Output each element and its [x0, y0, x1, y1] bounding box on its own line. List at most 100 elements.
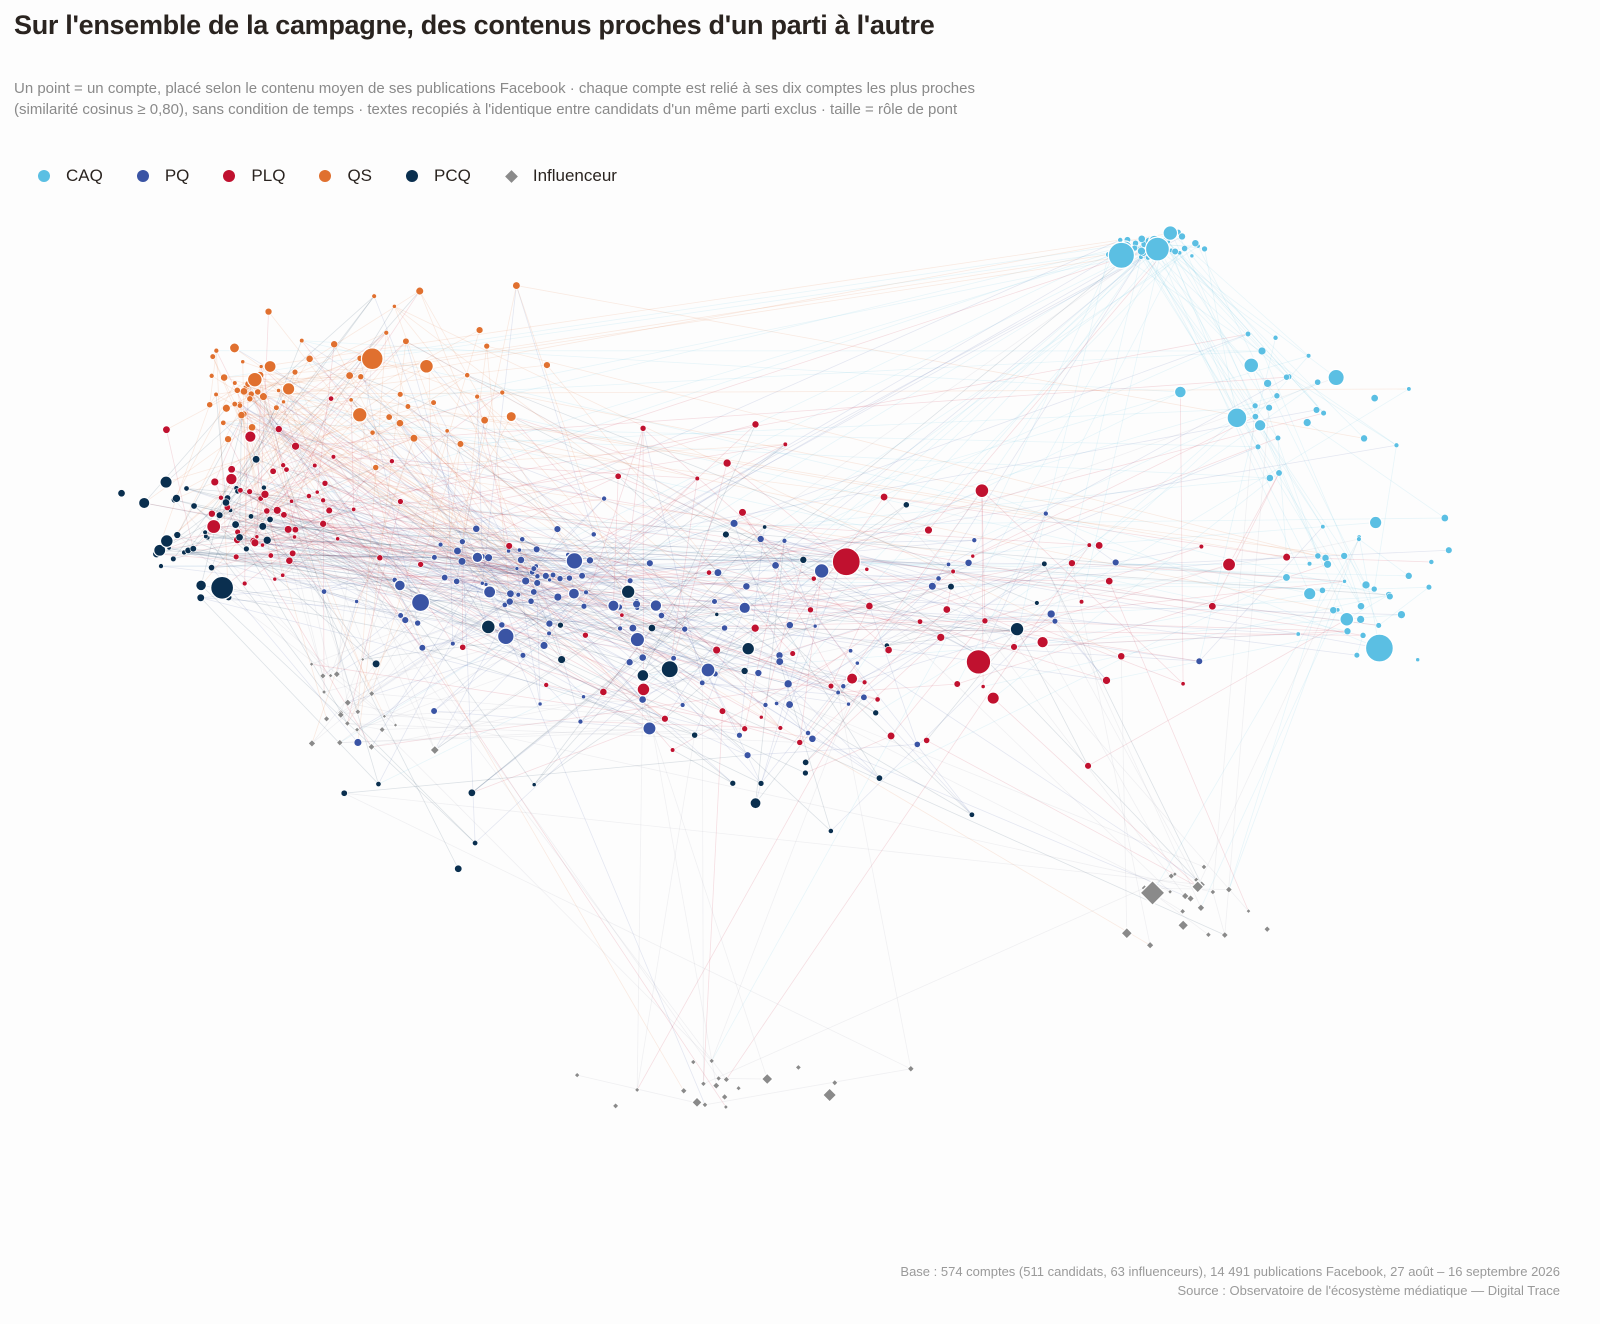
network-edge: [779, 661, 832, 832]
network-edge: [583, 428, 644, 607]
network-edge: [559, 236, 1183, 579]
node-plq: [351, 506, 357, 512]
node-plq: [289, 498, 294, 504]
network-edge: [371, 550, 509, 694]
node-pq: [533, 579, 541, 587]
network-edge: [165, 295, 375, 483]
node-qs: [281, 399, 286, 405]
node-plq: [807, 606, 814, 614]
node-pq: [785, 621, 794, 629]
network-edge: [521, 559, 575, 562]
network-edge: [254, 379, 1046, 514]
node-plq: [291, 526, 299, 534]
node-pcq: [454, 864, 463, 873]
network-edge: [288, 560, 324, 677]
network-edge: [289, 560, 511, 595]
network-edge: [787, 683, 880, 779]
network-edge: [236, 390, 276, 580]
network-edge: [501, 624, 723, 712]
node-pq: [848, 648, 854, 654]
node-pq: [506, 589, 515, 598]
node-caq: [1314, 552, 1322, 560]
legend-marker-caq: [38, 170, 50, 182]
network-edge: [508, 550, 643, 700]
network-edge: [1255, 355, 1309, 417]
network-edge: [174, 499, 538, 577]
network-edge: [548, 478, 698, 634]
node-pcq: [531, 782, 537, 788]
node-plq: [210, 477, 219, 487]
network-edge: [294, 536, 586, 636]
network-edge: [1212, 405, 1256, 893]
node-qs: [213, 347, 220, 354]
network-edge: [347, 416, 512, 724]
network-edge: [981, 490, 986, 621]
network-edge: [805, 735, 892, 774]
node-pcq: [153, 543, 167, 557]
network-edge: [1108, 580, 1249, 912]
network-edge: [789, 586, 952, 705]
network-edge: [1171, 233, 1256, 406]
node-plq: [312, 462, 318, 469]
network-edge: [219, 514, 380, 559]
network-edge: [1197, 245, 1367, 586]
node-caq: [1137, 234, 1146, 243]
node-plq: [267, 552, 274, 559]
network-edge: [420, 564, 644, 690]
network-edge: [286, 469, 1364, 636]
network-edge: [371, 678, 853, 748]
network-edge: [724, 248, 1158, 629]
network-edge: [237, 531, 762, 784]
network-edge: [974, 381, 1318, 541]
node-pcq: [170, 555, 177, 563]
node-plq: [260, 490, 270, 499]
network-edge: [174, 499, 331, 676]
network-edge: [379, 557, 747, 587]
node-plq: [718, 707, 727, 715]
network-edge: [174, 382, 236, 501]
network-edge: [239, 415, 242, 538]
network-edge: [838, 570, 1171, 893]
network-edge: [216, 253, 1144, 395]
network-edge: [316, 344, 335, 493]
node-caq: [1181, 245, 1189, 252]
node-influenceur: [1200, 863, 1208, 871]
network-edge: [714, 601, 780, 656]
legend-label-caq: CAQ: [66, 166, 103, 185]
network-edge: [957, 563, 1328, 685]
network-edge: [420, 443, 461, 565]
node-caq: [1189, 253, 1195, 259]
node-plq: [319, 520, 327, 528]
node-plq: [694, 475, 700, 482]
network-edge: [278, 252, 1151, 430]
network-edge: [231, 468, 561, 579]
network-edge: [324, 482, 587, 593]
node-pcq: [875, 774, 883, 782]
node-caq: [1342, 579, 1347, 584]
node-influenceur: [735, 1085, 742, 1092]
network-edge: [213, 526, 583, 577]
node-pq: [441, 573, 449, 582]
network-edge: [205, 531, 561, 626]
node-plq: [782, 441, 788, 447]
node-plq: [706, 569, 712, 576]
network-edge: [250, 515, 585, 607]
network-edge: [373, 296, 491, 594]
network-edge: [250, 332, 387, 437]
node-pq: [472, 524, 481, 533]
node-influenceur: [795, 1064, 802, 1071]
node-pq: [517, 556, 525, 564]
node-pq: [471, 551, 484, 564]
network-edge: [583, 696, 650, 729]
node-qs: [369, 429, 376, 436]
network-edge: [560, 444, 786, 626]
network-edge: [295, 445, 445, 578]
network-edge: [420, 602, 650, 729]
network-edge: [211, 375, 538, 577]
node-plq: [845, 672, 859, 685]
node-pq: [430, 707, 438, 715]
network-edge: [446, 430, 454, 644]
network-edge: [333, 437, 415, 458]
node-pq: [835, 689, 841, 696]
network-edge: [992, 697, 1198, 888]
